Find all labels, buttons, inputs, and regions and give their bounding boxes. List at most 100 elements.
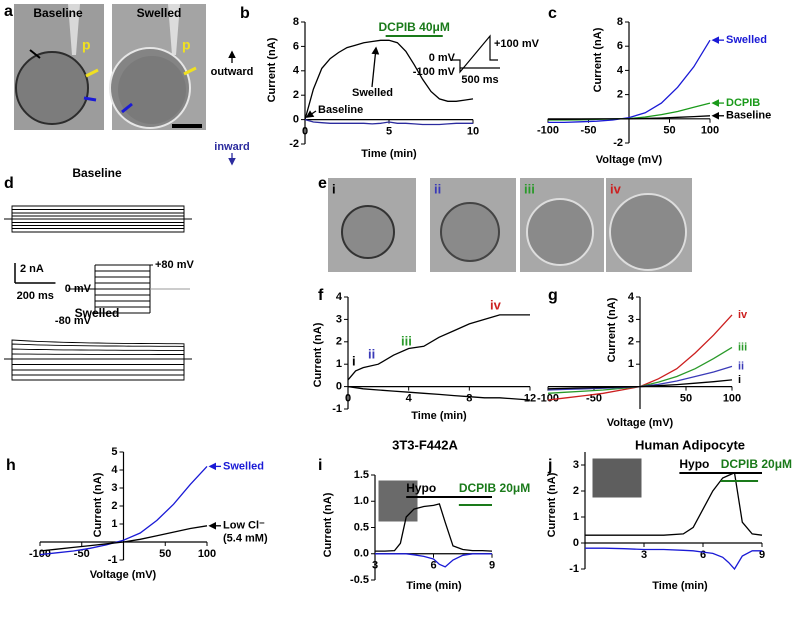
series-note: (5.4 mM) <box>223 533 268 545</box>
annotation: iii <box>401 333 412 348</box>
scale-label: 200 ms <box>17 290 54 302</box>
y-tick-label: 0 <box>336 381 342 393</box>
chart-title: Human Adipocyte <box>635 437 745 452</box>
current-trace <box>8 212 188 220</box>
pipette <box>68 4 80 55</box>
panel-letter: f <box>318 287 324 304</box>
x-tick-label: -50 <box>581 125 597 137</box>
image-label: i <box>332 181 336 196</box>
annotation: iv <box>490 297 502 312</box>
y-axis-title: Current (nA) <box>546 472 558 537</box>
y-tick-label: 4 <box>111 464 118 476</box>
x-axis-title: Time (min) <box>361 148 417 160</box>
series-line <box>304 118 473 126</box>
series-label: DCPIB <box>726 97 760 109</box>
y-tick-label: -1 <box>332 403 342 415</box>
y-axis-title: Current (nA) <box>322 492 334 557</box>
x-tick-label: 50 <box>159 548 171 560</box>
y-tick-label: 1.0 <box>354 495 369 507</box>
current-trace <box>8 353 188 360</box>
series-label: ii <box>738 360 744 372</box>
protocol-label: -80 mV <box>55 315 92 327</box>
y-tick-label: 1 <box>573 511 579 523</box>
series-line <box>375 503 493 552</box>
panel-letter: b <box>240 5 250 22</box>
y-tick-label: 1 <box>628 358 634 370</box>
y-tick-label: -2 <box>613 137 623 149</box>
series-label: iv <box>738 309 748 321</box>
x-tick-label: 100 <box>198 548 216 560</box>
x-axis-title: Voltage (mV) <box>607 417 674 429</box>
x-tick-label: 3 <box>641 549 647 561</box>
current-trace <box>8 348 188 360</box>
series-line <box>548 39 711 124</box>
treatment-label: Hypo <box>679 457 709 471</box>
y-axis-title: Current (nA) <box>92 472 104 537</box>
cell-core <box>118 56 186 124</box>
x-tick-label: 50 <box>663 125 675 137</box>
y-tick-label: 0 <box>293 114 299 126</box>
panel-a: a Baseline p Swelled p <box>4 3 206 130</box>
current-trace <box>8 218 188 226</box>
arrow <box>371 46 380 88</box>
series-line <box>347 385 531 401</box>
x-tick-label: -100 <box>537 125 559 137</box>
current-trace <box>8 218 188 229</box>
annotation: i <box>352 353 356 368</box>
protocol-inset <box>452 34 498 74</box>
series-label: iii <box>738 341 747 353</box>
inset-label: 500 ms <box>461 74 498 86</box>
x-axis-title: Time (min) <box>411 410 467 422</box>
y-tick-label: 3 <box>111 482 117 494</box>
y-tick-label: -2 <box>289 138 299 150</box>
y-tick-label: 2 <box>617 89 623 101</box>
x-tick-label: 10 <box>467 126 479 138</box>
current-trace <box>8 358 188 381</box>
annotation: Swelled <box>352 87 393 99</box>
x-axis-title: Voltage (mV) <box>596 154 663 166</box>
series-label: Baseline <box>726 110 771 122</box>
current-trace <box>8 343 188 360</box>
x-tick-label: 6 <box>430 560 436 572</box>
annotation: inward <box>214 141 249 153</box>
series-line <box>304 39 474 120</box>
series-line <box>547 115 711 121</box>
y-axis-title: Current (nA) <box>312 322 324 387</box>
panel-letter: a <box>4 3 13 20</box>
y-axis-title: Current (nA) <box>266 37 278 102</box>
y-tick-label: 0 <box>573 537 579 549</box>
current-trace <box>8 358 188 365</box>
panel-letter: i <box>318 457 322 474</box>
inset-label: -100 mV <box>413 66 456 78</box>
series-line <box>39 525 208 552</box>
series-line <box>39 465 208 556</box>
series-label: Low Cl⁻ <box>223 520 265 532</box>
y-tick-label: 3 <box>573 459 579 471</box>
x-tick-label: 9 <box>759 549 765 561</box>
current-trace <box>8 358 188 376</box>
panel-letter: c <box>548 5 557 22</box>
protocol-label: 0 mV <box>65 283 92 295</box>
arrow <box>85 68 99 78</box>
treatment-label: DCPIB 20μM <box>721 457 792 471</box>
y-tick-label: -1 <box>569 563 579 575</box>
probe-label: p <box>182 37 191 53</box>
current-trace <box>8 215 188 220</box>
cell <box>609 193 687 271</box>
y-tick-label: 4 <box>293 65 300 77</box>
y-tick-label: 1 <box>111 518 117 530</box>
x-axis-title: Voltage (mV) <box>90 569 157 581</box>
treatment-label: DCPIB 40μM <box>379 20 450 34</box>
x-tick-label: 4 <box>406 393 413 405</box>
series-line <box>585 547 762 571</box>
arrow <box>121 102 133 114</box>
x-tick-label: 50 <box>680 393 692 405</box>
y-tick-label: 4 <box>628 291 635 303</box>
y-tick-label: 3 <box>336 313 342 325</box>
y-tick-label: 0.5 <box>354 521 369 533</box>
cell <box>440 202 500 262</box>
panel-letter: e <box>318 175 327 192</box>
x-tick-label: 0 <box>302 126 308 138</box>
x-tick-label: 100 <box>701 125 719 137</box>
series-label: Swelled <box>726 34 767 46</box>
